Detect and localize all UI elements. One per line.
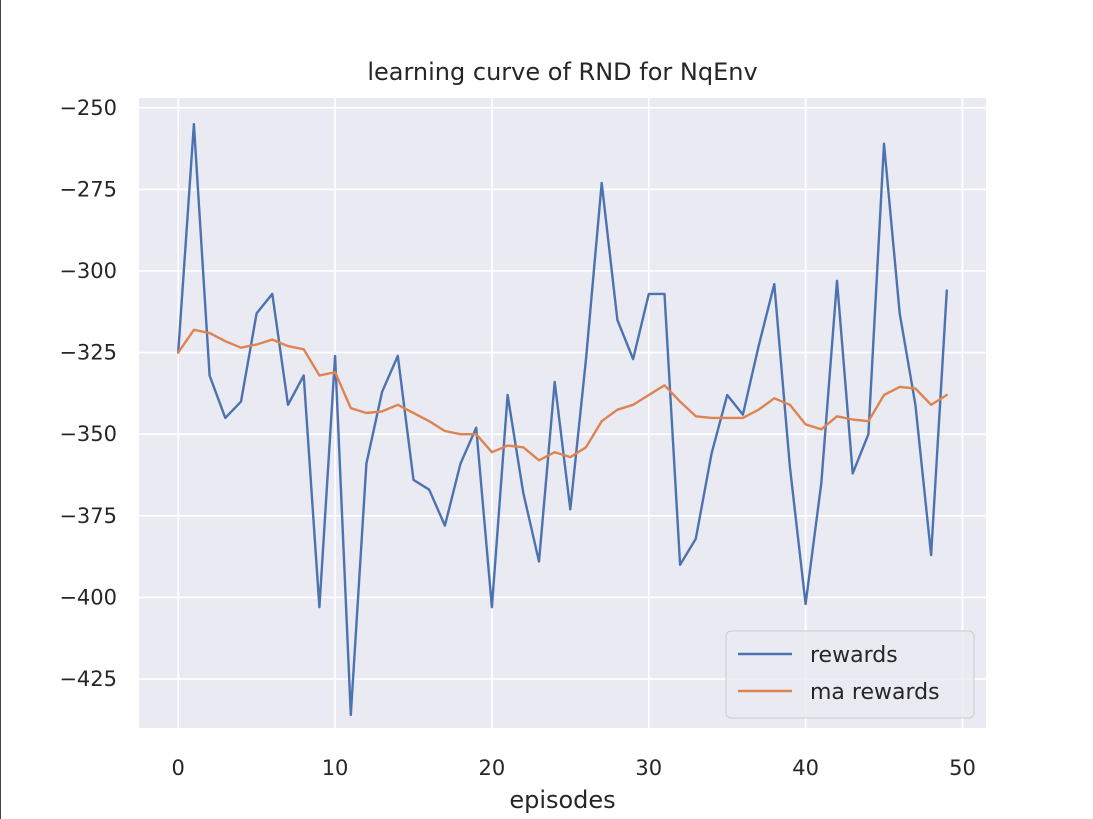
legend-label: ma rewards — [810, 680, 940, 705]
series-line-ma-rewards — [176, 328, 948, 462]
x-axis-label: episodes — [509, 786, 615, 814]
y-tick-label: −300 — [59, 259, 117, 283]
x-tick-label: 10 — [322, 756, 349, 780]
legend: rewards ma rewards — [725, 630, 975, 719]
y-tick-label: −350 — [59, 422, 117, 446]
y-tick-label: −250 — [59, 96, 117, 120]
series-lines — [176, 122, 948, 717]
x-tick-label: 40 — [792, 756, 819, 780]
y-tick-label: −400 — [59, 585, 117, 609]
legend-box — [725, 630, 975, 719]
legend-label: rewards — [810, 643, 898, 668]
y-tick-label: −375 — [59, 504, 117, 528]
tick-labels: 0 10 20 30 40 50 −250 −275 −300 −325 −350 −375 −400 −… — [59, 96, 976, 780]
series-line-rewards — [176, 122, 948, 717]
x-tick-label: 30 — [635, 756, 662, 780]
x-tick-label: 50 — [949, 756, 976, 780]
chart-title: learning curve of RND for NqEnv — [367, 58, 757, 86]
y-tick-label: −325 — [59, 341, 117, 365]
plot-area — [139, 98, 986, 728]
y-tick-label: −425 — [59, 667, 117, 691]
window-frame-edge — [0, 0, 1, 819]
x-tick-label: 0 — [172, 756, 185, 780]
x-tick-label: 20 — [479, 756, 506, 780]
y-tick-label: −275 — [59, 177, 117, 201]
